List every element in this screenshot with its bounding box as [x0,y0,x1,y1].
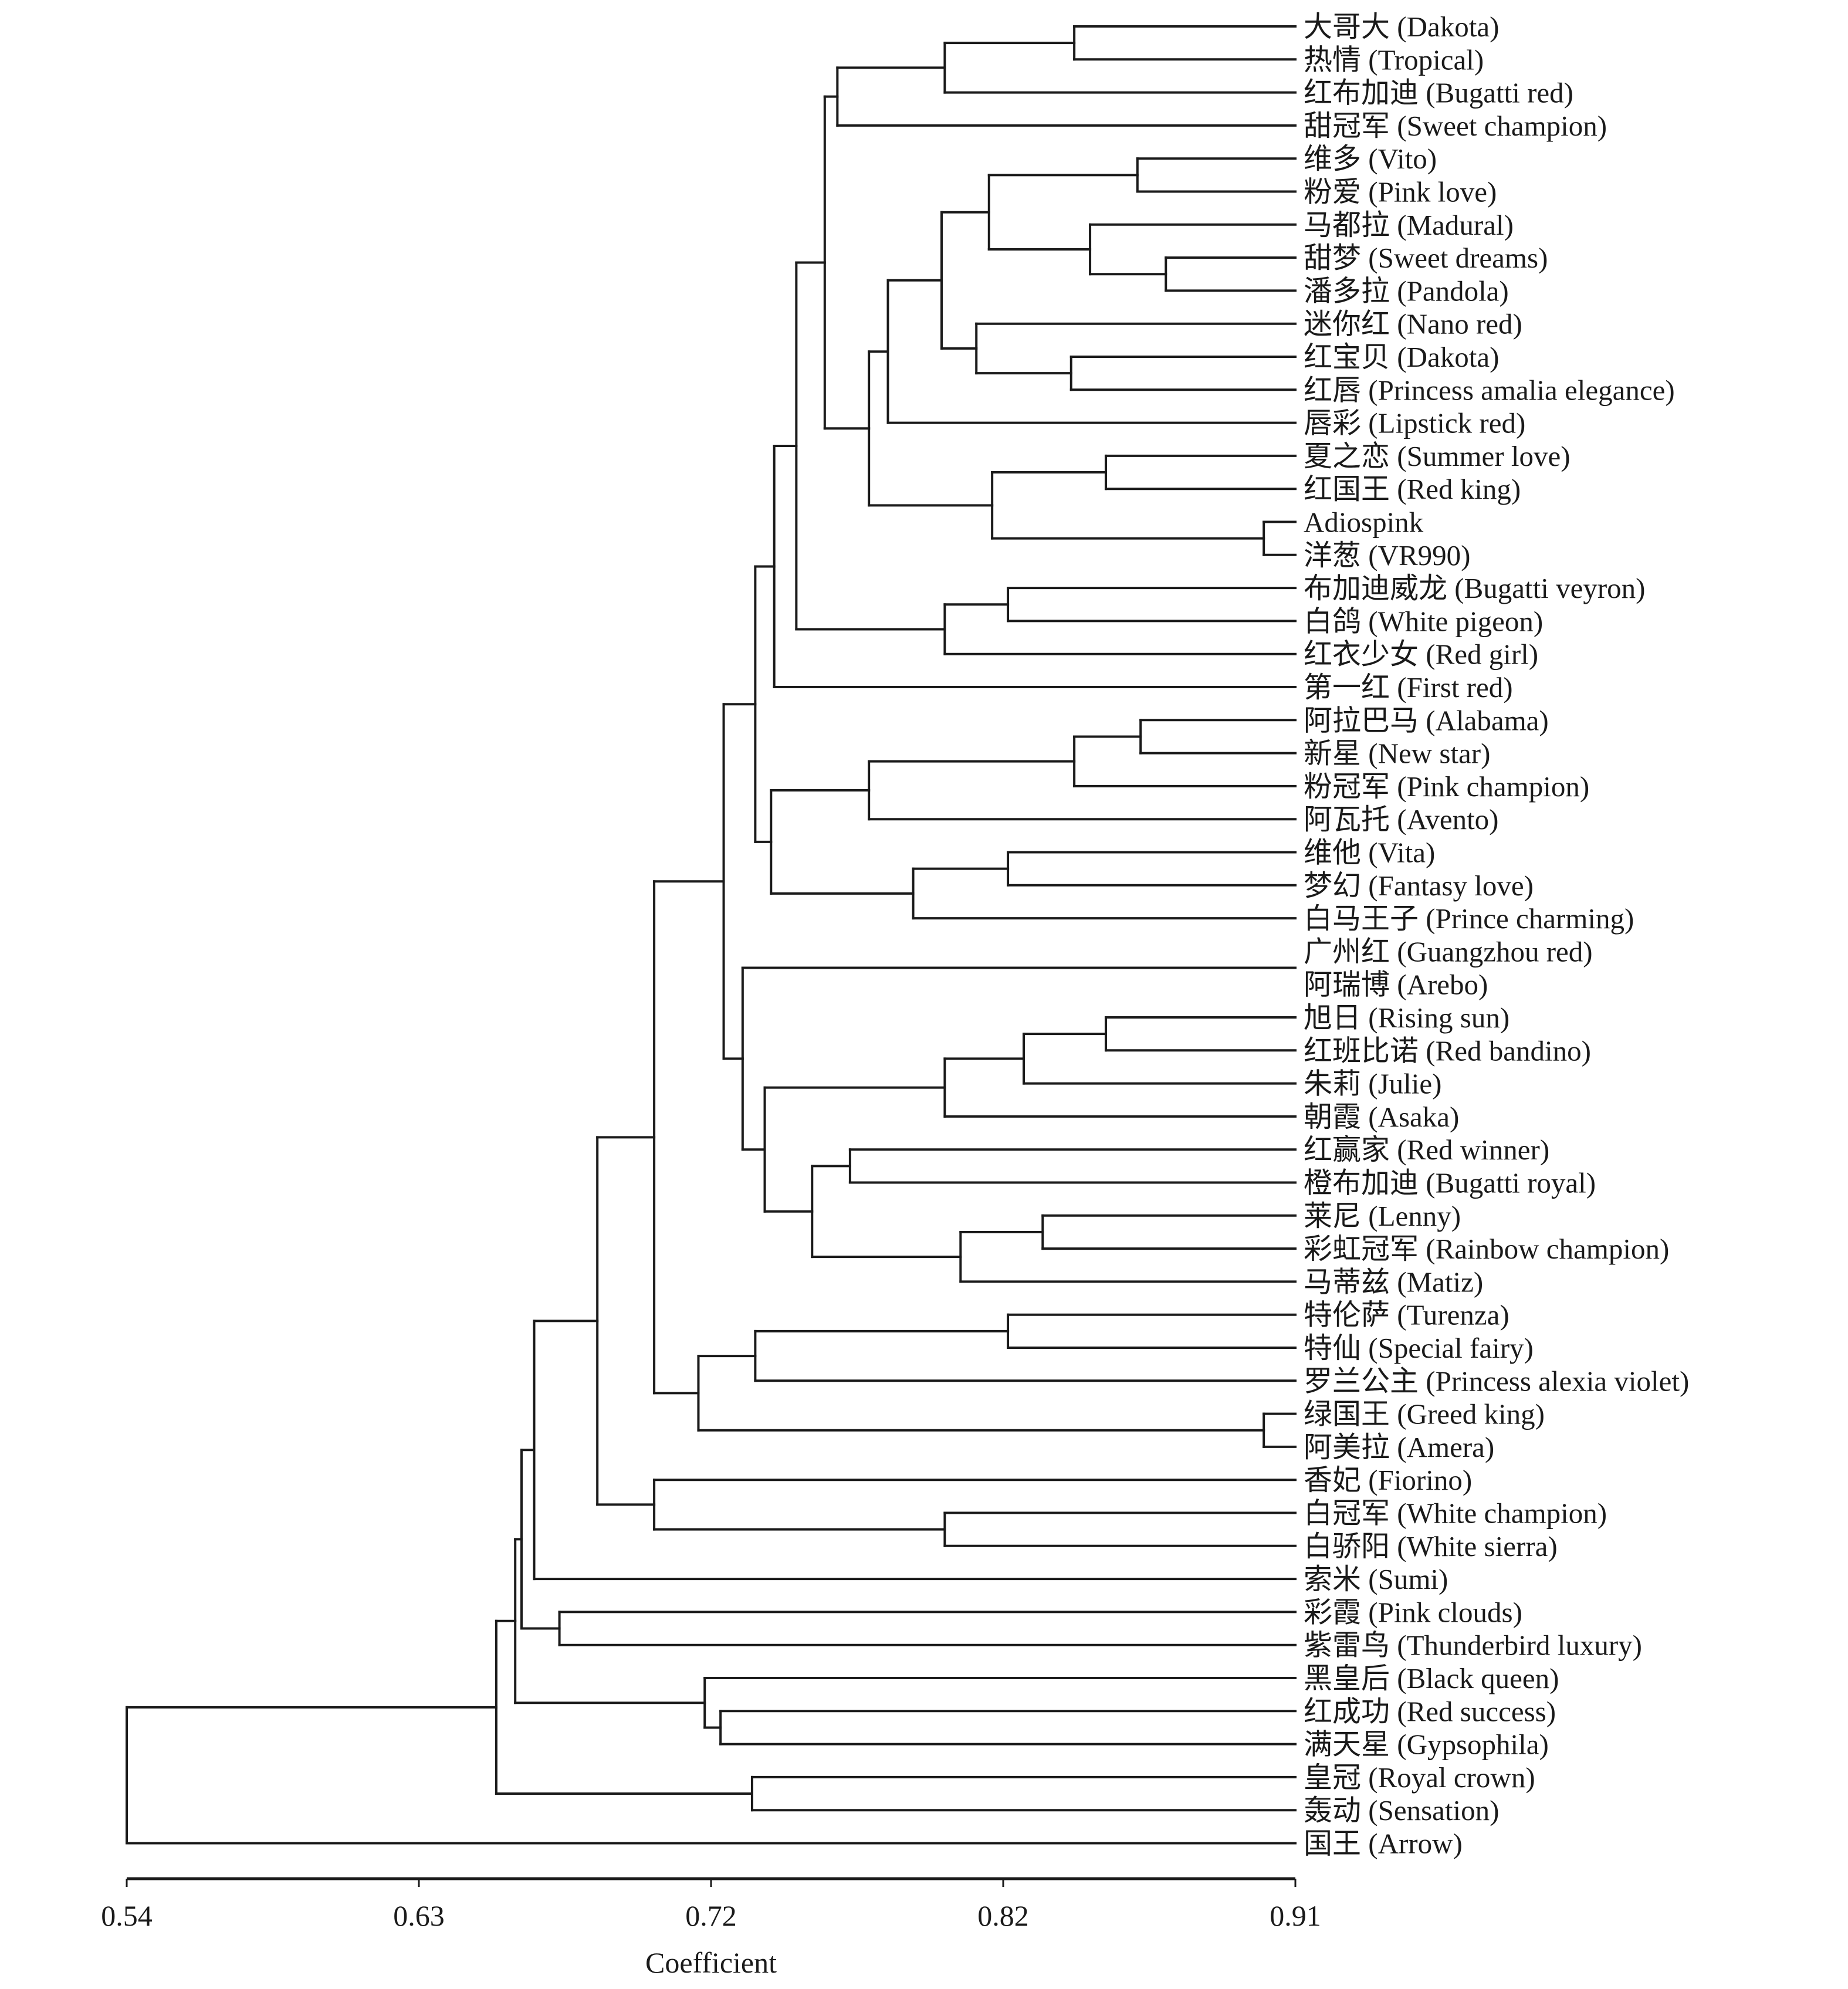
leaf-label: 粉爱 (Pink love) [1304,176,1497,208]
leaf-label: 橙布加迪 (Bugatti royal) [1304,1167,1596,1199]
leaf-label: 白马王子 (Prince charming) [1304,902,1634,935]
leaf-label: 彩霞 (Pink clouds) [1304,1596,1522,1628]
leaf-label: 迷你红 (Nano red) [1304,308,1522,340]
leaf-label: 朝霞 (Asaka) [1304,1101,1459,1133]
leaf-label: 索米 (Sumi) [1304,1563,1448,1595]
leaf-label: 布加迪威龙 (Bugatti veyron) [1304,572,1645,604]
leaf-label: 彩虹冠军 (Rainbow champion) [1304,1233,1669,1265]
leaf-label: 黑皇后 (Black queen) [1304,1662,1559,1694]
leaf-label: 红宝贝 (Dakota) [1304,341,1499,373]
leaf-label: 新星 (New star) [1304,738,1490,770]
leaf-label: 白骄阳 (White sierra) [1304,1530,1558,1562]
leaf-label: 红成功 (Red success) [1304,1695,1556,1727]
leaf-label: 大哥大 (Dakota) [1304,11,1499,43]
leaf-label: 白鸽 (White pigeon) [1304,605,1543,637]
leaf-label: 皇冠 (Royal crown) [1304,1761,1535,1794]
leaf-label: 特仙 (Special fairy) [1304,1332,1534,1364]
leaf-label: 第一红 (First red) [1304,671,1513,703]
leaf-label: 阿瓦托 (Avento) [1304,803,1499,835]
leaf-label: 白冠军 (White champion) [1304,1497,1607,1530]
leaf-label: 夏之恋 (Summer love) [1304,440,1571,472]
leaf-label: 洋葱 (VR990) [1304,539,1470,571]
leaf-label: 唇彩 (Lipstick red) [1304,407,1525,439]
leaf-label: 绿国王 (Greed king) [1304,1398,1545,1430]
leaf-label: 阿拉巴马 (Alabama) [1304,704,1549,736]
leaf-label: 维多 (Vito) [1304,143,1437,175]
leaf-label: 粉冠军 (Pink champion) [1304,770,1589,803]
x-tick-label: 0.82 [977,1899,1029,1932]
x-tick-label: 0.72 [685,1899,737,1932]
leaf-label: 阿美拉 (Amera) [1304,1431,1494,1463]
leaf-label: 满天星 (Gypsophila) [1304,1728,1549,1761]
x-axis: 0.54 0.63 0.72 0.82 0.91 [101,1877,1321,1932]
leaf-label: 罗兰公主 (Princess alexia violet) [1304,1365,1689,1397]
leaf-label: 阿瑞博 (Arebo) [1304,969,1488,1001]
leaf-label: 维他 (Vita) [1304,837,1435,869]
leaf-label: 马都拉 (Madural) [1304,209,1514,241]
leaf-label: 红班比诺 (Red bandino) [1304,1034,1591,1067]
leaf-label: 旭日 (Rising sun) [1304,1002,1509,1034]
leaf-label: 红国王 (Red king) [1304,473,1521,505]
leaf-label: 特伦萨 (Turenza) [1304,1299,1509,1331]
leaf-label: 轰动 (Sensation) [1304,1794,1499,1826]
leaf-label: Adiospink [1304,506,1424,539]
leaf-label: 甜梦 (Sweet dreams) [1304,242,1548,274]
dendrogram-branches [126,25,1297,1845]
leaf-label: 朱莉 (Julie) [1304,1068,1441,1100]
leaf-label: 热情 (Tropical) [1304,43,1484,76]
leaf-label: 潘多拉 (Pandola) [1304,275,1509,307]
leaf-label: 莱尼 (Lenny) [1304,1200,1461,1232]
leaf-labels: 大哥大 (Dakota)热情 (Tropical)红布加迪 (Bugatti r… [1304,11,1689,1860]
x-tick-label: 0.63 [393,1899,445,1932]
leaf-label: 国王 (Arrow) [1304,1828,1463,1860]
leaf-label: 红衣少女 (Red girl) [1304,638,1538,671]
leaf-label: 紫雷鸟 (Thunderbird luxury) [1304,1629,1642,1662]
leaf-label: 梦幻 (Fantasy love) [1304,870,1534,902]
x-axis-ticks: 0.54 0.63 0.72 0.82 0.91 [101,1879,1321,1932]
x-axis-title: Coefficient [645,1946,777,1979]
leaf-label: 红赢家 (Red winner) [1304,1134,1549,1166]
leaf-label: 红唇 (Princess amalia elegance) [1304,374,1675,406]
leaf-label: 马蒂兹 (Matiz) [1304,1266,1483,1298]
x-tick-label: 0.54 [101,1899,153,1932]
x-tick-label: 0.91 [1270,1899,1321,1932]
leaf-label: 香妃 (Fiorino) [1304,1464,1472,1496]
leaf-label: 红布加迪 (Bugatti red) [1304,77,1573,109]
leaf-label: 甜冠军 (Sweet champion) [1304,110,1607,142]
leaf-label: 广州红 (Guangzhou red) [1304,935,1593,968]
